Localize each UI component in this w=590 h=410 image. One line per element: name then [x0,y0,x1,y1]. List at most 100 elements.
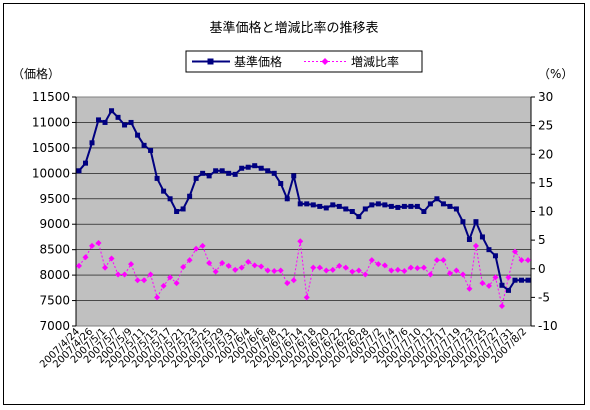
price-point [460,219,466,225]
price-point [174,209,180,214]
price-point [284,196,290,202]
price-point [161,188,167,194]
rate-point [368,257,375,264]
y-right-tick-label: 5 [538,233,546,247]
price-point [115,114,121,120]
rate-point [381,262,388,269]
price-point [447,203,453,209]
series-price [76,108,531,293]
price-point [414,203,420,209]
rate-point [323,267,330,274]
rate-point [401,268,408,275]
price-point [96,117,102,123]
rate-point [310,264,317,271]
price-point [102,119,108,125]
y-right-axis-label: （%） [538,67,573,81]
rate-point [492,274,499,281]
price-point [206,173,212,179]
y-left-tick-label: 9500 [39,192,70,206]
price-point [200,170,206,176]
price-point [408,203,414,209]
legend-label-rate: 増減比率 [351,54,399,69]
legend-marker-price [207,58,214,65]
series-line-price [78,109,528,292]
y-right-tick-label: 25 [538,119,553,133]
rate-point [511,248,518,255]
y-left-tick-label: 7500 [39,294,70,308]
price-point [440,201,446,207]
price-point [245,164,251,170]
price-point [434,196,440,202]
price-point [135,132,141,138]
rate-point [290,277,297,284]
price-point [167,196,173,202]
rate-point [134,277,141,284]
y-left-tick-label: 8000 [39,268,70,282]
price-point [382,202,388,208]
rate-point [375,261,382,268]
rate-point [186,257,193,264]
price-point [128,119,134,125]
price-point [265,168,271,174]
rate-point [206,260,213,267]
rate-point [245,258,252,265]
series-rate [76,238,531,309]
rate-point [485,282,492,289]
price-point [388,203,394,209]
y-left-tick-label: 9000 [39,217,70,231]
price-point [317,203,323,209]
price-point [466,236,472,242]
price-point [297,201,303,207]
rate-point [427,271,434,278]
price-point [252,163,258,169]
price-point [356,214,362,220]
price-point [362,206,368,212]
rate-point [219,260,226,267]
y-left-tick-label: 10500 [32,141,70,155]
rate-point [160,282,167,289]
price-point [486,247,492,253]
rate-point [76,262,82,269]
chart-svg: 基準価格と増減比率の推移表 基準価格 増減比率 （価格） （%） 7000 750… [12,20,573,370]
price-point [479,234,485,240]
rate-point [388,267,395,274]
rate-point [225,262,232,269]
y-right-tick-label: 30 [538,90,553,104]
rate-point [316,264,323,271]
rate-point [362,271,369,278]
rate-point [355,267,362,274]
legend: 基準価格 増減比率 [185,50,423,73]
rate-point [141,277,148,284]
rate-point [284,280,291,287]
y-left-axis-label: （価格） [12,66,60,81]
legend-marker-rate [321,58,329,65]
rate-point [115,271,122,278]
rate-point [212,268,219,275]
rate-point [336,262,343,269]
price-point [310,202,316,208]
rate-point [251,262,258,269]
rate-point [525,257,531,264]
rate-point [459,271,466,278]
price-point [83,160,89,166]
price-point [148,147,154,153]
rate-point [128,261,135,268]
price-point [375,201,381,207]
rate-point [173,280,180,287]
y-left-tick-label: 11500 [32,90,70,104]
price-point [271,170,277,176]
rate-point [193,245,200,252]
price-point [330,202,336,208]
rate-point [147,271,154,278]
plot-area [75,96,532,327]
price-point [232,171,238,177]
price-point [395,204,401,210]
price-point [154,175,160,181]
y-right-tick-labels: -10 -5 0 5 10 15 20 25 30 [531,90,558,333]
rate-point [297,238,304,245]
x-tick-labels: 2007/4/242007/4/262007/5/12007/5/72007/5… [38,326,529,370]
price-point [122,122,128,128]
rate-point [271,268,278,275]
y-right-tick-label: 15 [538,176,553,190]
price-point [239,165,245,171]
